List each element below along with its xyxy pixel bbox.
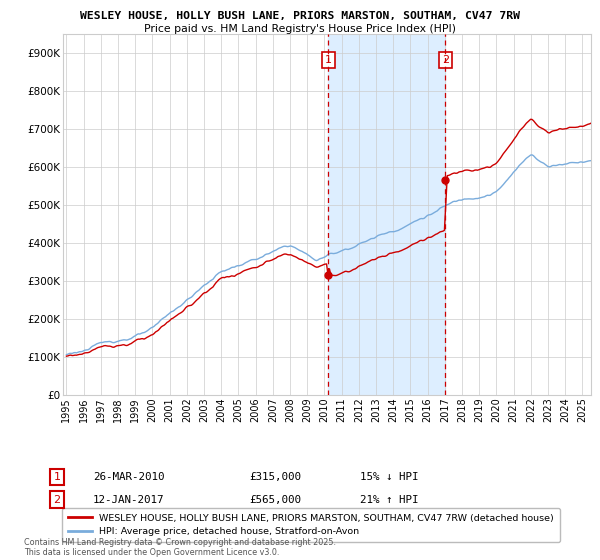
Text: 1: 1 xyxy=(53,472,61,482)
Text: Price paid vs. HM Land Registry's House Price Index (HPI): Price paid vs. HM Land Registry's House … xyxy=(144,24,456,34)
Bar xyxy=(328,34,445,395)
Text: WESLEY HOUSE, HOLLY BUSH LANE, PRIORS MARSTON, SOUTHAM, CV47 7RW: WESLEY HOUSE, HOLLY BUSH LANE, PRIORS MA… xyxy=(80,11,520,21)
Text: 21% ↑ HPI: 21% ↑ HPI xyxy=(360,494,419,505)
Text: 26-MAR-2010: 26-MAR-2010 xyxy=(93,472,164,482)
Text: 2: 2 xyxy=(53,494,61,505)
Legend: WESLEY HOUSE, HOLLY BUSH LANE, PRIORS MARSTON, SOUTHAM, CV47 7RW (detached house: WESLEY HOUSE, HOLLY BUSH LANE, PRIORS MA… xyxy=(62,508,560,542)
Text: Contains HM Land Registry data © Crown copyright and database right 2025.
This d: Contains HM Land Registry data © Crown c… xyxy=(24,538,336,557)
Text: 2: 2 xyxy=(442,55,449,65)
Text: 12-JAN-2017: 12-JAN-2017 xyxy=(93,494,164,505)
Text: 15% ↓ HPI: 15% ↓ HPI xyxy=(360,472,419,482)
Text: 1: 1 xyxy=(325,55,332,65)
Text: £315,000: £315,000 xyxy=(249,472,301,482)
Text: £565,000: £565,000 xyxy=(249,494,301,505)
